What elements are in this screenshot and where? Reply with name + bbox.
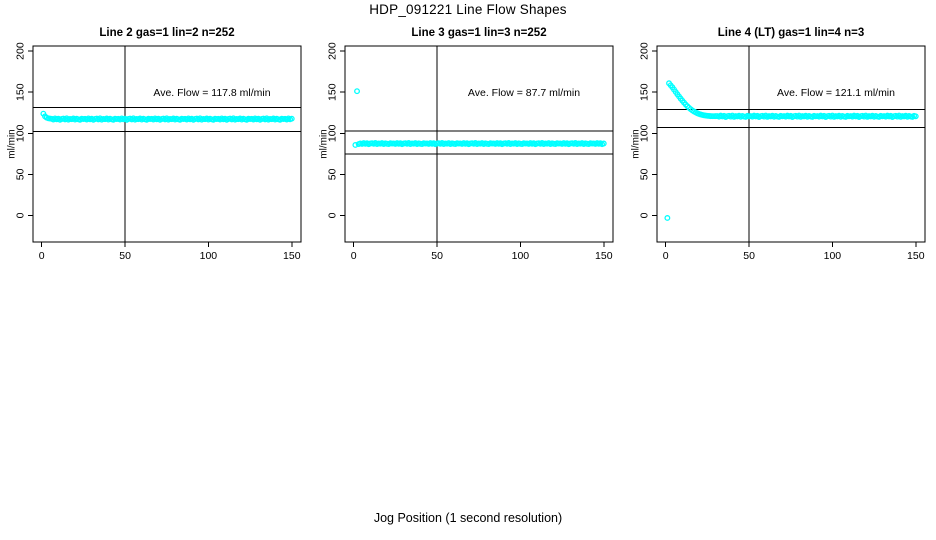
x-tick-label: 150 [283, 250, 301, 262]
ave-flow-annotation: Ave. Flow = 117.8 ml/min [153, 87, 270, 99]
x-tick-label: 150 [907, 250, 925, 262]
plot-panel-line3: 0 50 100 150 200 0 50 100 150 ml/min Line 3 gas=1 … [319, 27, 614, 262]
plot-box [32, 45, 302, 243]
y-tick-label: 50 [15, 168, 27, 180]
y-axis-label: ml/min [631, 129, 642, 158]
plot-panel-line2: 0 50 100 150 200 0 50 100 150 ml/min Line 2 gas=1 … [7, 27, 302, 262]
figure-x-axis-label: Jog Position (1 second resolution) [373, 511, 563, 525]
y-tick-label: 50 [327, 168, 339, 180]
y-tick-label: 200 [15, 42, 27, 60]
data-point [352, 142, 359, 148]
data-point [600, 140, 607, 147]
data-point [354, 88, 360, 95]
y-tick-label: 0 [327, 212, 339, 218]
y-tick-label: 100 [639, 124, 651, 142]
data-point [912, 113, 919, 120]
y-tick-label: 200 [327, 42, 339, 60]
y-tick-label: 150 [15, 83, 27, 101]
data-point [288, 115, 295, 122]
y-tick-label: 100 [15, 124, 27, 142]
ave-flow-annotation: Ave. Flow = 87.7 ml/min [468, 87, 580, 99]
x-tick-label: 100 [512, 250, 530, 262]
y-tick-label: 150 [639, 83, 651, 101]
x-tick-label: 150 [595, 250, 613, 262]
data-point [664, 215, 671, 221]
panel-title: Line 4 (LT) gas=1 lin=4 n=3 [718, 27, 864, 39]
y-tick-label: 150 [327, 83, 339, 101]
x-tick-label: 0 [351, 250, 357, 262]
figure-title: HDP_091221 Line Flow Shapes [369, 2, 567, 17]
panel-title: Line 2 gas=1 lin=2 n=252 [99, 27, 234, 39]
x-tick-label: 0 [663, 250, 669, 262]
x-tick-label: 0 [39, 250, 45, 262]
x-tick-label: 100 [824, 250, 842, 262]
y-tick-label: 50 [639, 168, 651, 180]
panel-title: Line 3 gas=1 lin=3 n=252 [411, 27, 546, 39]
y-tick-label: 0 [15, 212, 27, 218]
y-axis-label: ml/min [319, 129, 330, 158]
y-axis-label: ml/min [7, 129, 18, 158]
y-tick-label: 100 [327, 124, 339, 142]
plot-box [656, 45, 926, 243]
plot-box [344, 45, 614, 243]
y-tick-label: 0 [639, 212, 651, 218]
y-tick-label: 200 [639, 42, 651, 60]
x-tick-label: 50 [119, 250, 131, 262]
x-tick-label: 50 [431, 250, 443, 262]
plot-panel-line4: 0 50 100 150 200 0 50 100 150 ml/min Line 4 (LT) g… [631, 27, 926, 262]
x-tick-label: 50 [743, 250, 755, 262]
x-tick-label: 100 [200, 250, 218, 262]
ave-flow-annotation: Ave. Flow = 121.1 ml/min [777, 87, 895, 99]
